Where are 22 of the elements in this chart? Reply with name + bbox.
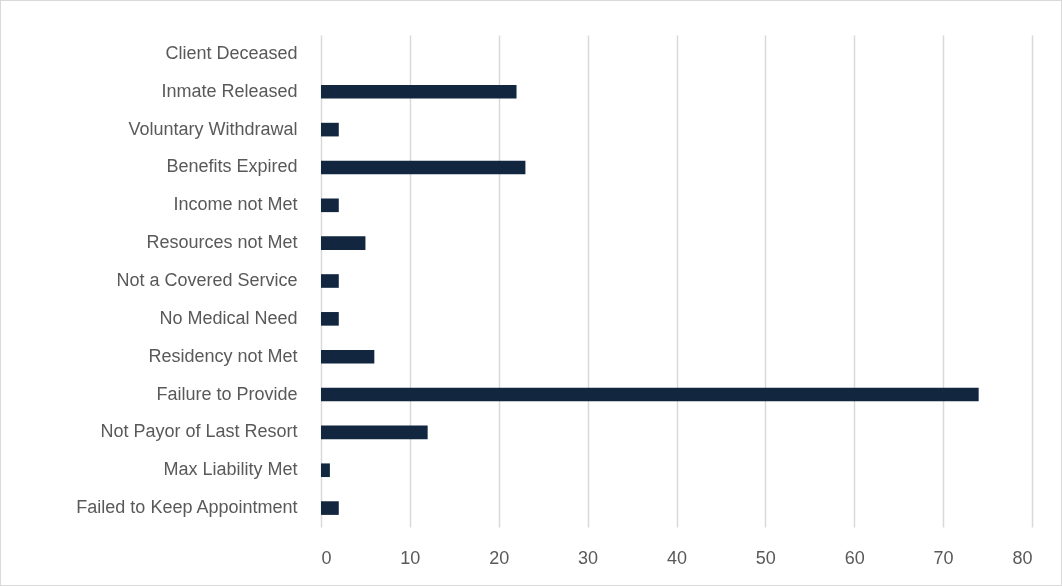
- x-tick-label: 50: [755, 547, 776, 568]
- x-tick-label: 40: [666, 547, 688, 568]
- y-tick-label: Not a Covered Service: [116, 270, 298, 290]
- x-tick-label: 0: [321, 547, 332, 568]
- x-tick-label: 20: [489, 547, 510, 568]
- y-tick-label: Not Payor of Last Resort: [100, 421, 298, 442]
- y-tick-label: Max Liability Met: [163, 459, 298, 480]
- y-tick-label: Residency not Met: [148, 345, 298, 366]
- y-tick-label: No Medical Need: [159, 307, 298, 328]
- y-tick-label: Resources not Met: [146, 232, 298, 253]
- y-tick-label: Failed to Keep Appointment: [76, 497, 298, 518]
- x-tick-label: 80: [1012, 547, 1033, 568]
- y-tick-label: Inmate Released: [161, 80, 298, 101]
- y-tick-label: Voluntary Withdrawal: [128, 118, 298, 139]
- x-tick-label: 10: [400, 547, 421, 568]
- y-tick-label: Income not Met: [173, 194, 298, 215]
- y-tick-label: Client Deceased: [165, 42, 298, 63]
- y-tick-label: Benefits Expired: [166, 156, 298, 177]
- x-tick-label: 60: [844, 547, 865, 568]
- x-tick-label: 70: [933, 547, 954, 568]
- x-tick-label: 30: [578, 547, 599, 568]
- y-tick-label: Failure to Provide: [156, 383, 298, 404]
